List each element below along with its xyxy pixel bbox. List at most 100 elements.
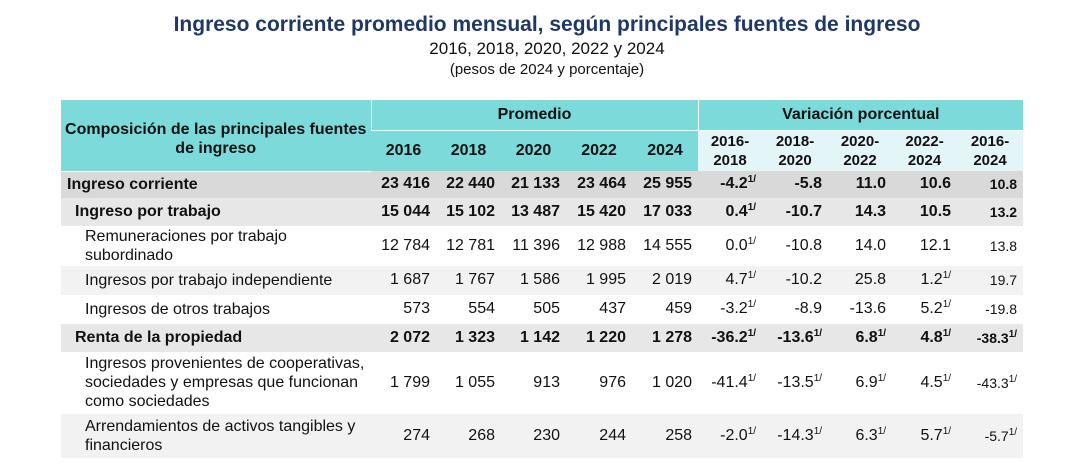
footnote-mark: 1/ [942, 299, 952, 310]
variation-value: -5.7 [984, 427, 1009, 444]
row-label: Renta de la propiedad [61, 323, 371, 352]
variation-value: 14.0 [854, 236, 887, 254]
header-year: 2024 [632, 130, 699, 171]
footnote-mark: 1/ [747, 270, 757, 281]
variation-cell: -14.31/ [762, 413, 829, 458]
variation-cell: -5.71/ [957, 413, 1024, 458]
header-period: 2022- 2024 [892, 130, 958, 171]
variation-value: 13.2 [989, 203, 1018, 220]
row-otros-trabajos: Ingresos de otros trabajos 573 554 505 437 45… [61, 295, 1023, 324]
average-value: 22 440 [436, 171, 501, 198]
row-label: Remuneraciones por trabajo subordinado [85, 227, 287, 264]
average-value: 230 [501, 413, 566, 458]
average-value: 1 995 [566, 265, 632, 295]
average-value: 1 020 [651, 373, 693, 391]
header-year: 2018 [436, 130, 501, 171]
row-label: Ingreso por trabajo [61, 197, 371, 226]
header-row-periods: 2016 2018 2020 2022 2024 2016- 2018 2018-… [61, 130, 1024, 171]
footnote-mark: 1/ [942, 372, 952, 384]
variation-value: -36.2 [711, 328, 748, 346]
average-value: 25 955 [632, 171, 699, 198]
variation-cell: -4.21/ [698, 171, 763, 198]
average-value: 1 055 [454, 373, 495, 391]
period-start: 2016- [710, 133, 750, 150]
variation-value: -3.2 [720, 300, 748, 317]
footnote-mark: 1/ [877, 327, 887, 339]
variation-cell: 0.41/ [698, 197, 763, 226]
variation-value: 14.3 [854, 202, 887, 220]
variation-value: -13.5 [777, 373, 814, 391]
income-table: Composición de las principales fuentes d… [61, 100, 1024, 458]
period-end: 2022 [843, 152, 877, 169]
variation-value: -13.6 [849, 300, 887, 317]
row-renta-propiedad: Renta de la propiedad 2 072 1 323 1 142 1 22… [61, 323, 1024, 352]
average-value: 1 687 [371, 265, 436, 295]
average-value: 17 033 [632, 197, 699, 226]
row-ingreso-corriente: Ingreso corriente 23 416 22 440 21 133 23 46… [61, 171, 1024, 198]
variation-cell: 5.21/ [892, 295, 957, 324]
header-composition: Composición de las principales fuentes d… [61, 100, 371, 172]
average-value: 1 142 [501, 323, 566, 352]
variation-value: 6.8 [855, 328, 878, 346]
period-start: 2018- [775, 133, 815, 150]
variation-value: 1.2 [920, 271, 943, 288]
header-group-promedio: Promedio [370, 100, 699, 131]
header-period: 2020- 2022 [828, 130, 893, 171]
header-period: 2016- 2018 [698, 130, 763, 171]
variation-value: 4.7 [725, 271, 748, 288]
variation-value: 5.7 [920, 426, 943, 444]
footnote-mark: 1/ [877, 425, 887, 437]
footnote-mark: 1/ [747, 327, 757, 339]
variation-cell: -10.2 [762, 265, 829, 295]
footnote-mark: 1/ [1008, 328, 1018, 340]
variation-cell: 5.71/ [892, 413, 958, 458]
variation-value: 12.1 [919, 236, 952, 254]
variation-value: 25.8 [854, 271, 887, 288]
row-ingreso-por-trabajo: Ingreso por trabajo 15 044 15 102 13 487 15 … [61, 197, 1024, 226]
variation-value: 19.7 [989, 272, 1018, 288]
footnote-mark: 1/ [942, 270, 952, 281]
variation-value: -13.6 [777, 328, 814, 346]
variation-cell: 14.0 [828, 226, 892, 266]
average-value: 1 278 [632, 323, 699, 352]
footnote-mark: 1/ [942, 327, 952, 339]
variation-cell: 12.1 [892, 226, 957, 266]
variation-value: 6.9 [855, 373, 878, 391]
variation-cell: -41.41/ [698, 352, 762, 414]
variation-value: -2.0 [720, 426, 748, 444]
variation-cell: 10.5 [892, 197, 958, 226]
variation-cell: 1.21/ [892, 265, 958, 295]
footnote-mark: 1/ [813, 327, 823, 339]
average-value: 268 [436, 413, 501, 458]
footnote-mark: 1/ [942, 425, 952, 437]
variation-cell: -13.51/ [762, 352, 828, 414]
average-value: 1 323 [436, 323, 501, 352]
period-start: 2020- [840, 133, 880, 150]
average-value: 15 102 [436, 197, 501, 226]
variation-value: 4.8 [920, 328, 943, 346]
variation-cell: -38.31/ [957, 323, 1024, 352]
variation-cell: -10.7 [762, 197, 829, 226]
variation-value: 11.0 [855, 175, 887, 193]
header-period: 2016- 2024 [957, 130, 1024, 171]
row-label: Ingresos de otros trabajos [85, 300, 270, 318]
row-remuneraciones: Remuneraciones por trabajo subordinado 12… [61, 226, 1023, 266]
variation-value: 6.3 [855, 426, 878, 444]
period-end: 2024 [973, 152, 1007, 169]
variation-cell: -3.21/ [698, 295, 762, 324]
row-label: Ingresos por trabajo independiente [61, 265, 371, 295]
footnote-mark: 1/ [1008, 426, 1018, 438]
average-value: 976 [599, 373, 626, 391]
average-value: 11 396 [512, 236, 560, 254]
variation-cell: -5.8 [762, 171, 829, 198]
variation-value: 0.4 [725, 202, 748, 220]
footnote-mark: 1/ [747, 235, 757, 247]
variation-cell: -10.8 [762, 226, 828, 266]
variation-cell: -43.31/ [957, 352, 1023, 414]
variation-cell: 11.0 [828, 171, 893, 198]
average-value: 1 220 [566, 323, 632, 352]
variation-cell: -36.21/ [698, 323, 763, 352]
period-end: 2018 [713, 152, 747, 169]
variation-cell: 19.7 [957, 265, 1024, 295]
header-year: 2016 [371, 130, 436, 171]
